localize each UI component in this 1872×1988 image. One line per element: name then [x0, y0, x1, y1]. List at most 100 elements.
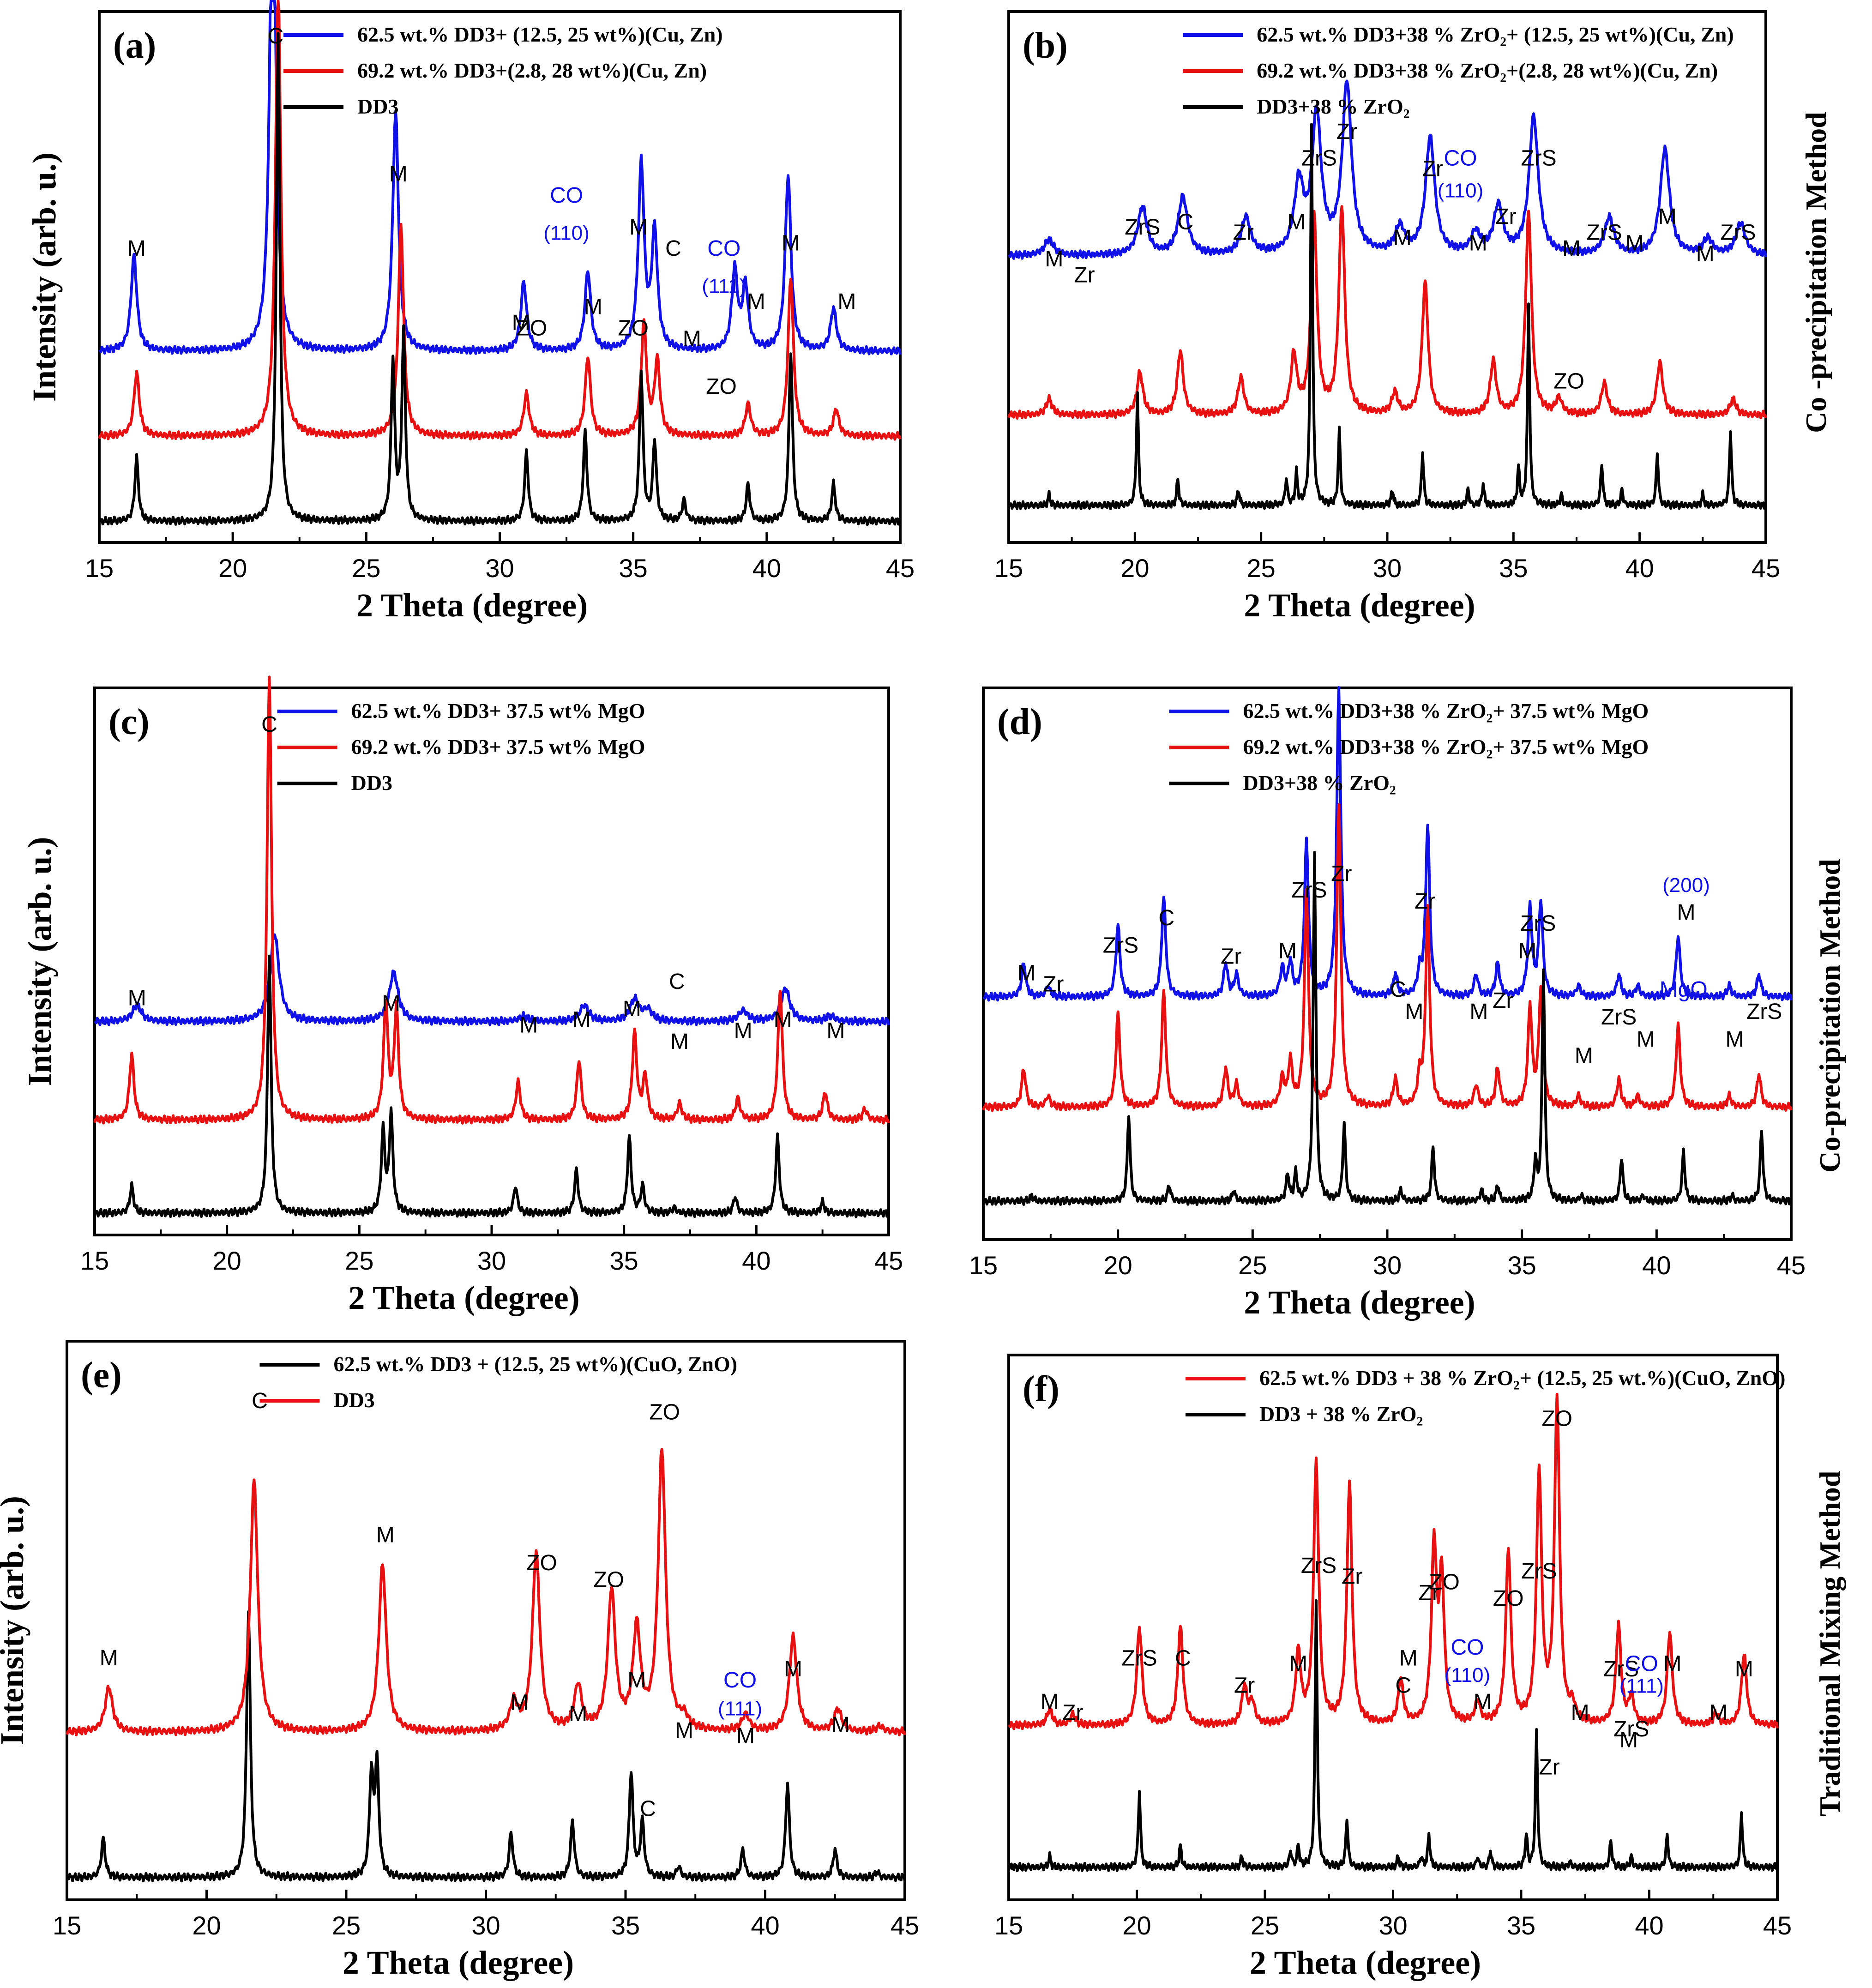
legend: 62.5 wt.% DD3+ 37.5 wt% MgO 69.2 wt.% DD3… [277, 699, 645, 795]
legend-entry: 69.2 wt.% DD3+38 % ZrO₂+(2.8, 28 wt%)(Cu… [1257, 59, 1718, 82]
peak-annotation: CO [550, 183, 583, 208]
panel-label: (e) [81, 1355, 122, 1396]
peak-annotation: M [1287, 210, 1306, 235]
legend-entry: 62.5 wt.% DD3+38 % ZrO₂+ (12.5, 25 wt%)(… [1257, 23, 1734, 46]
peak-annotation: Zr [1495, 205, 1516, 229]
peak-annotation: ZO [706, 374, 737, 399]
peak-annotation: ZrS [1291, 878, 1327, 903]
peak-annotation: ZrS [1103, 934, 1138, 958]
x-tick-label: 15 [969, 1251, 998, 1280]
peak-annotation: M [1696, 242, 1715, 266]
legend-entry: DD3+38 % ZrO₂ [1243, 771, 1396, 795]
peak-annotation: ZrS [1601, 1005, 1637, 1030]
peak-annotation: M [569, 1702, 587, 1726]
peak-annotation: CO [1444, 146, 1477, 171]
chart-panel-b: 15 20 25 30 35 40 45 2 Theta (degree) (b) 62.5 wt… [994, 10, 1780, 624]
peak-annotation: ZO [517, 316, 548, 341]
chart-panel-e: 15 20 25 30 35 40 45 2 Theta (degree) Intensity … [0, 1340, 919, 1981]
peak-annotation: M [629, 215, 648, 240]
peak-annotation: M [1625, 231, 1644, 256]
peak-annotation: M [1726, 1027, 1744, 1052]
chart-panel-d: 15 20 25 30 35 40 45 2 Theta (degree) (d) 62.5 wt… [969, 686, 1806, 1321]
peak-annotation: M [774, 1008, 792, 1032]
peak-annotation: C [1177, 210, 1193, 235]
x-tick-label: 25 [345, 1246, 373, 1275]
peak-annotation: M [127, 236, 146, 261]
peak-annotation: C [252, 1389, 268, 1413]
x-tick-label: 15 [85, 554, 114, 583]
peak-annotation: M [376, 1523, 395, 1548]
legend-entry: DD3 [351, 771, 392, 795]
peak-annotation: M [1677, 900, 1696, 925]
peak-annotation: M [623, 997, 641, 1021]
series-line-2 [982, 803, 1793, 1112]
y-axis-label: Intensity (arb. u.) [0, 1496, 30, 1745]
x-tick-label: 30 [477, 1246, 506, 1275]
series-line-2 [1007, 1599, 1779, 1873]
legend-entry: 62.5 wt.% DD3 + 38 % ZrO₂+ (12.5, 25 wt.… [1259, 1366, 1786, 1390]
peak-annotation: CO [1451, 1635, 1484, 1660]
peak-annotation: M [784, 1657, 802, 1681]
legend: 62.5 wt.% DD3+38 % ZrO₂+ (12.5, 25 wt%)(… [1183, 23, 1734, 118]
x-tick-label: 35 [611, 1911, 640, 1940]
x-tick-label: 20 [218, 554, 247, 583]
series-line-3 [93, 954, 890, 1218]
x-tick-label: 40 [751, 1911, 779, 1940]
peak-annotation: ZO [526, 1551, 557, 1575]
peak-annotation: ZO [1541, 1406, 1572, 1431]
series-line-3 [982, 851, 1793, 1206]
peak-annotation: ZrS [1603, 1657, 1639, 1681]
peak-annotation: M [1562, 236, 1581, 261]
peak-annotation: C [640, 1797, 656, 1821]
series-line-1 [982, 686, 1793, 1002]
x-tick-label: 30 [1373, 1251, 1402, 1280]
x-tick-label: 20 [1122, 1911, 1151, 1940]
peak-annotation: CO [707, 236, 740, 261]
x-axis-label: 2 Theta (degree) [1250, 1944, 1481, 1981]
peak-annotation: Zr [1422, 157, 1443, 181]
peak-annotation: M [670, 1030, 689, 1054]
panel-label: (a) [113, 25, 156, 66]
peak-annotation: CO [723, 1668, 757, 1693]
peak-annotation: M [382, 991, 400, 1016]
peak-annotation: MgO [1660, 977, 1708, 1002]
peak-annotation: ZrS [1520, 911, 1556, 936]
legend: 62.5 wt.% DD3+ (12.5, 25 wt%)(Cu, Zn) 69.… [283, 23, 723, 118]
peak-annotation: M [675, 1718, 693, 1743]
peak-annotation: (110) [1438, 180, 1483, 202]
side-label-bottom: Traditional Mixing Method [1813, 1470, 1846, 1816]
peak-annotations: M C M M ZO M ZO M ZO M CO (111) M M M C [100, 1389, 850, 1821]
legend-entry: DD3 [333, 1388, 374, 1412]
x-tick-label: 35 [1507, 1911, 1535, 1940]
x-axis-label: 2 Theta (degree) [1244, 587, 1475, 624]
peak-annotation: Zr [1539, 1755, 1559, 1780]
peak-annotation: ZrS [1586, 221, 1622, 245]
series-line-1 [94, 933, 890, 1026]
peak-annotation: M [1735, 1657, 1753, 1681]
peak-annotation: (111) [718, 1698, 762, 1720]
peak-annotation: M [1469, 1000, 1488, 1024]
y-axis-label: Intensity (arb. u.) [26, 152, 63, 402]
peak-annotation: M [1575, 1044, 1593, 1068]
peak-annotation: M [584, 295, 602, 319]
peak-annotation: M [1474, 1690, 1492, 1714]
legend-entry: 62.5 wt.% DD3+ (12.5, 25 wt%)(Cu, Zn) [357, 23, 723, 46]
panel-label: (c) [108, 702, 150, 742]
peak-annotation: Zr [1234, 1674, 1255, 1698]
series-line-3 [1007, 123, 1767, 510]
legend-entry: DD3 + 38 % ZrO₂ [1259, 1402, 1423, 1426]
peak-annotation: ZrS [1521, 146, 1556, 171]
peak-annotation: C [665, 236, 681, 261]
peak-annotation: M [1709, 1701, 1728, 1725]
x-tick-label: 45 [1763, 1911, 1792, 1940]
series-line-2 [1007, 205, 1767, 420]
peak-annotation: M [1469, 231, 1487, 256]
x-tick-label: 20 [1104, 1251, 1132, 1280]
series-line-1 [66, 1610, 906, 1883]
x-tick-label: 20 [192, 1911, 221, 1940]
peak-annotation: M [734, 1018, 752, 1043]
peak-annotation: M [782, 231, 800, 256]
